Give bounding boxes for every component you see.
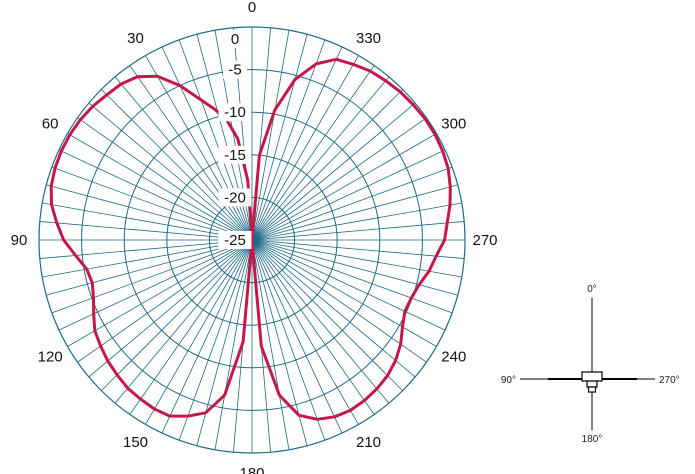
radial-tick-labels: 0 -5 -10 -15 -20 -25 <box>218 30 252 249</box>
grid-spoke <box>51 166 253 241</box>
grid-spoke <box>42 239 253 278</box>
grid-spoke <box>178 39 253 241</box>
radial-tick-label: -15 <box>224 147 246 164</box>
grid-spoke <box>251 184 458 241</box>
grid-spoke <box>251 239 458 296</box>
radial-tick-label: -20 <box>224 189 246 206</box>
grid-spoke <box>251 149 446 241</box>
grid-spoke <box>251 239 427 363</box>
radial-tick-label: -25 <box>224 232 246 249</box>
grid-spoke <box>251 34 308 241</box>
grid-spoke <box>251 202 462 241</box>
grid-spoke <box>101 239 253 391</box>
angle-tick-label: 330 <box>356 30 381 47</box>
grid-spoke <box>51 239 253 314</box>
angle-tick-label: 270 <box>472 232 497 249</box>
device-stem-icon <box>586 380 598 388</box>
grid-spoke <box>251 239 437 347</box>
grid-spoke <box>42 202 253 241</box>
angle-tick-label: 300 <box>441 116 466 133</box>
radial-tick-bg <box>218 145 252 164</box>
radial-tick-bg <box>218 103 252 122</box>
grid-spoke <box>39 221 253 241</box>
grid-spoke <box>161 46 253 241</box>
grid-spoke <box>251 39 326 241</box>
grid-spoke <box>58 239 253 331</box>
orientation-diagram: 0° 90° 270° 180° <box>501 284 680 445</box>
grid-spoke <box>251 239 290 450</box>
radial-tick-bg <box>218 188 252 207</box>
grid-spoke <box>88 102 253 241</box>
grid-spoke <box>251 30 290 241</box>
grid-spoke <box>251 239 390 404</box>
grid-spoke <box>77 239 253 363</box>
device-base-icon <box>587 386 597 393</box>
grid-spoke <box>46 239 253 296</box>
grid-spoke <box>114 239 253 404</box>
series-line <box>49 57 452 421</box>
grid-spoke <box>129 65 253 241</box>
grid-spoke <box>251 89 403 241</box>
grid-spoke <box>46 184 253 241</box>
grid-spoke <box>251 239 453 314</box>
grid-spoke <box>178 239 253 441</box>
grid-spoke <box>67 239 253 347</box>
radial-tick-label: -5 <box>228 62 241 79</box>
grid-spoke <box>214 239 253 450</box>
grid-spoke <box>251 239 446 331</box>
grid-spoke <box>251 239 308 446</box>
angle-tick-label: 0 <box>248 0 256 16</box>
device-body-icon <box>581 371 603 382</box>
orientation-label-right: 270° <box>659 375 680 386</box>
grid-spoke <box>101 89 253 241</box>
grid-spoke <box>129 239 253 415</box>
grid-spoke <box>251 239 375 415</box>
orientation-label-top: 0° <box>587 284 597 295</box>
grid-spoke <box>67 133 253 241</box>
grid-spoke <box>251 239 403 391</box>
angle-tick-label: 180 <box>239 465 264 474</box>
grid-spoke <box>251 239 465 259</box>
grid-spoke <box>251 133 437 241</box>
grid-spoke <box>251 239 343 434</box>
angle-tick-label: 150 <box>123 434 148 451</box>
grid-spoke <box>251 166 453 241</box>
polar-grid <box>38 26 466 454</box>
grid-spoke <box>251 239 326 441</box>
grid-spoke <box>251 239 462 278</box>
grid-spoke <box>251 55 359 241</box>
radial-tick-label: -10 <box>224 104 246 121</box>
angle-tick-label: 240 <box>441 349 466 366</box>
angle-tick-label: 30 <box>127 30 144 47</box>
grid-spoke <box>251 117 427 241</box>
radial-tick-bg <box>223 60 247 79</box>
radial-tick-label: 0 <box>231 31 239 48</box>
grid-spoke <box>88 239 253 378</box>
angle-tick-label: 90 <box>11 232 28 249</box>
grid-spoke <box>145 239 253 425</box>
grid-spoke <box>251 102 416 241</box>
grid-spoke <box>251 46 343 241</box>
grid-spoke <box>58 149 253 241</box>
angle-tick-label: 210 <box>356 434 381 451</box>
grid-spoke <box>251 65 375 241</box>
orientation-label-left: 90° <box>501 375 516 386</box>
orientation-label-bottom: 180° <box>582 434 603 445</box>
grid-spoke <box>77 117 253 241</box>
grid-spoke <box>145 55 253 241</box>
grid-spoke <box>251 76 390 241</box>
radial-tick-bg <box>218 231 252 249</box>
angle-tick-labels: 0 30 60 90 120 150 180 210 240 270 300 330 <box>11 0 498 474</box>
grid-spoke <box>251 239 416 378</box>
grid-spoke <box>114 76 253 241</box>
polar-trace <box>49 57 452 421</box>
grid-spoke <box>251 239 359 425</box>
angle-tick-label: 60 <box>42 116 59 133</box>
grid-spoke <box>161 239 253 434</box>
grid-spoke <box>251 221 465 241</box>
angle-tick-label: 120 <box>38 349 63 366</box>
radial-tick-bg <box>227 30 243 48</box>
